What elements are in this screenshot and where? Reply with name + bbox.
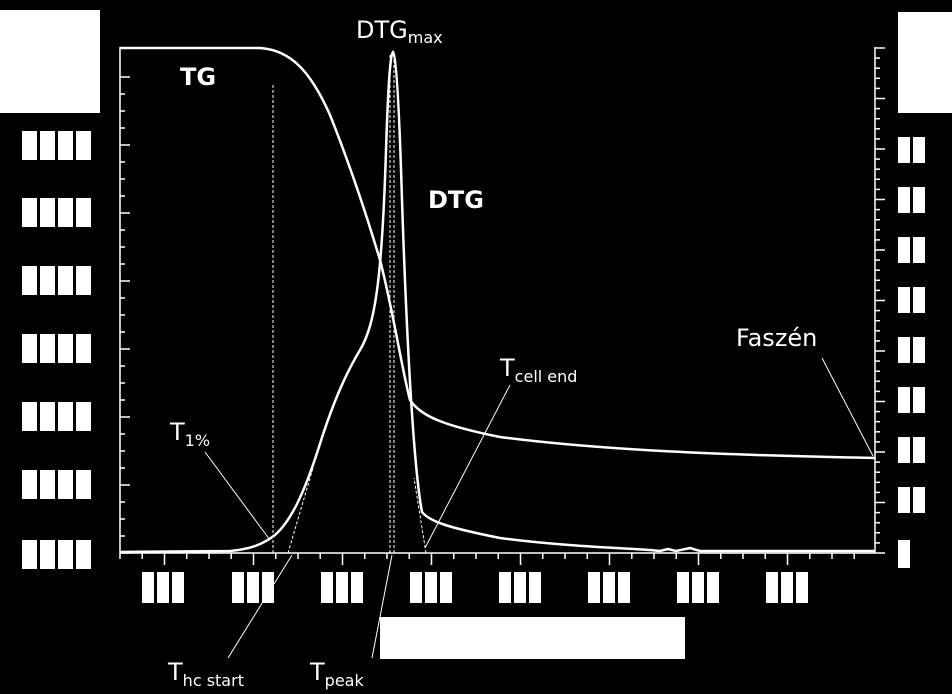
redacted-bar	[913, 487, 925, 513]
redacted-box	[898, 12, 952, 113]
redacted-bar	[425, 572, 437, 603]
label-main: T	[169, 418, 185, 446]
redacted-bar	[58, 334, 73, 363]
redacted-bar	[22, 470, 37, 499]
redacted-bar	[707, 572, 719, 603]
redacted-bar	[913, 187, 925, 213]
t-cell-end-label: Tcell end	[499, 354, 577, 386]
redacted-bar	[76, 198, 91, 227]
dtg-label: DTG	[428, 186, 484, 214]
redacted-bar	[618, 572, 630, 603]
redacted-bar	[40, 266, 55, 295]
redacted-bar	[262, 572, 274, 603]
redacted-bar	[898, 437, 910, 463]
redacted-bar	[336, 572, 348, 603]
label-sub: 1%	[185, 431, 210, 450]
label-sub: hc start	[183, 671, 244, 690]
redacted-bar	[913, 237, 925, 263]
dtg-curve	[119, 50, 875, 554]
redacted-bar	[603, 572, 615, 603]
label-main: T	[167, 658, 183, 686]
redacted-bar	[40, 402, 55, 431]
redacted-bar	[76, 540, 91, 569]
label-sub: cell end	[515, 367, 578, 386]
redacted-bar	[913, 437, 925, 463]
redacted-bar	[58, 198, 73, 227]
redacted-bar	[898, 137, 910, 163]
faszen-label: Faszén	[736, 324, 817, 352]
redacted-bar	[913, 337, 925, 363]
redacted-bar	[440, 572, 452, 603]
redacted-bar	[40, 470, 55, 499]
redacted-bar	[76, 402, 91, 431]
redacted-bar	[172, 572, 184, 603]
redacted-bar	[781, 572, 793, 603]
redacted-bar	[22, 198, 37, 227]
redacted-box	[0, 10, 100, 113]
redacted-bar	[913, 287, 925, 313]
redacted-bar	[351, 572, 363, 603]
redacted-bar	[898, 237, 910, 263]
redacted-bar	[529, 572, 541, 603]
redacted-bar	[58, 131, 73, 160]
t-peak-label: Tpeak	[309, 658, 364, 690]
redacted-bar	[898, 387, 910, 413]
redacted-bar	[677, 572, 689, 603]
redacted-bar	[499, 572, 511, 603]
t-hc-start-label: Thc start	[167, 658, 244, 690]
redacted-bar	[913, 387, 925, 413]
redacted-bar	[898, 287, 910, 313]
redacted-bar	[40, 198, 55, 227]
redacted-axis-title	[380, 617, 685, 659]
leader-lines	[204, 357, 874, 659]
redacted-bar	[157, 572, 169, 603]
redacted-bar	[22, 334, 37, 363]
redacted-labels	[22, 131, 925, 603]
redacted-bar	[898, 337, 910, 363]
redacted-bar	[247, 572, 259, 603]
redacted-bar	[898, 487, 910, 513]
redacted-bar	[692, 572, 704, 603]
dtg-max-label: DTGmax	[356, 16, 443, 47]
label-main: DTG	[356, 16, 408, 44]
tg-label: TG	[180, 63, 216, 91]
redacted-bar	[58, 402, 73, 431]
redacted-bar	[796, 572, 808, 603]
redacted-bar	[514, 572, 526, 603]
redacted-bar	[58, 540, 73, 569]
tg-curve	[120, 46, 876, 460]
label-sub: max	[408, 28, 443, 47]
redacted-bar	[22, 402, 37, 431]
redacted-bar	[898, 187, 910, 213]
redacted-bar	[588, 572, 600, 603]
redacted-bar	[22, 131, 37, 160]
redacted-bar	[766, 572, 778, 603]
redacted-bar	[40, 131, 55, 160]
redacted-bar	[22, 266, 37, 295]
redacted-bar	[58, 266, 73, 295]
redacted-bar	[913, 137, 925, 163]
redacted-bar	[22, 540, 37, 569]
redacted-bar	[142, 572, 154, 603]
redacted-bar	[40, 334, 55, 363]
axes	[119, 47, 885, 565]
redacted-bar	[76, 334, 91, 363]
redacted-bar	[76, 266, 91, 295]
redacted-bar	[76, 131, 91, 160]
redacted-bar	[898, 540, 910, 568]
construction-lines	[272, 55, 427, 554]
label-main: T	[309, 658, 325, 686]
redacted-bar	[232, 572, 244, 603]
redacted-bar	[410, 572, 422, 603]
redacted-bar	[321, 572, 333, 603]
t1-label: T1%	[169, 418, 210, 450]
label-main: T	[499, 354, 515, 382]
label-sub: peak	[325, 671, 365, 690]
redacted-bar	[76, 470, 91, 499]
redacted-bar	[58, 470, 73, 499]
redacted-bar	[40, 540, 55, 569]
